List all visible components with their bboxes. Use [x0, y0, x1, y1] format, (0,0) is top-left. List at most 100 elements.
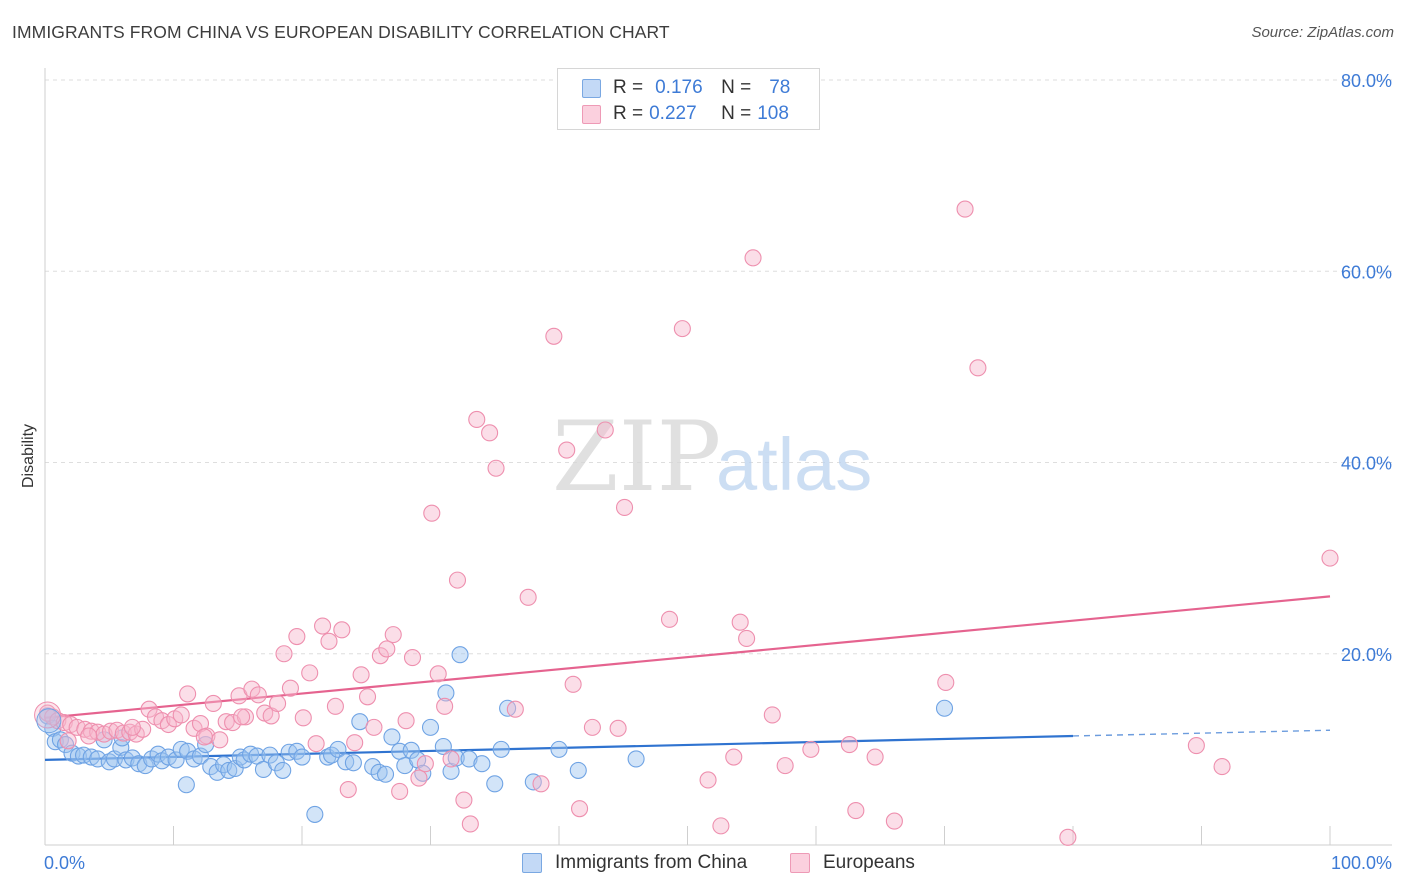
data-points — [34, 200, 1339, 846]
trend-lines — [44, 595, 1331, 761]
data-point-pink — [725, 748, 743, 766]
data-point-pink — [1321, 549, 1339, 567]
data-point-pink — [596, 421, 614, 439]
legend-item-china: Immigrants from China — [522, 852, 747, 874]
data-point-blue — [344, 754, 362, 772]
data-point-blue — [447, 749, 465, 767]
legend-row-blue: R = 0.176 N = 78 — [582, 76, 790, 100]
data-point-blue — [442, 762, 460, 780]
data-point-pink — [114, 724, 132, 742]
data-point-blue — [402, 741, 420, 759]
data-point-pink — [673, 320, 691, 338]
data-point-blue — [130, 755, 148, 773]
data-point-pink — [802, 740, 820, 758]
legend-n-label: N = — [721, 77, 752, 98]
data-point-pink — [294, 709, 312, 727]
data-point-pink — [731, 613, 749, 631]
data-point-pink — [391, 782, 409, 801]
data-point-pink — [436, 697, 454, 715]
data-point-blue — [935, 699, 954, 717]
data-point-pink — [583, 718, 601, 736]
data-point-blue — [376, 765, 395, 783]
legend-label-europeans: Europeans — [823, 852, 915, 873]
data-point-pink — [461, 815, 479, 833]
data-point-blue — [451, 646, 469, 664]
y-tick-label: 80.0% — [1341, 71, 1392, 91]
legend-swatch-pink — [790, 853, 810, 873]
data-point-pink — [660, 610, 679, 628]
data-point-pink — [134, 720, 152, 738]
data-point-blue — [473, 755, 491, 773]
data-point-pink — [121, 723, 139, 741]
data-point-pink — [358, 688, 377, 706]
x-tick-label: 0.0% — [44, 853, 85, 873]
legend-r-value: 0.227 — [649, 103, 697, 124]
data-point-blue — [460, 750, 478, 768]
legend-label-china: Immigrants from China — [555, 852, 748, 873]
data-point-blue — [172, 740, 190, 758]
data-point-pink — [448, 571, 467, 589]
data-point-blue — [136, 757, 154, 775]
data-point-pink — [384, 626, 402, 644]
data-point-blue — [434, 737, 452, 756]
data-point-pink — [59, 732, 77, 750]
data-point-pink — [101, 722, 120, 740]
data-point-pink — [371, 647, 389, 665]
data-point-pink — [281, 679, 299, 697]
data-point-blue — [242, 745, 260, 763]
data-point-pink — [80, 727, 98, 745]
data-point-pink — [195, 728, 213, 746]
data-point-pink — [615, 498, 634, 516]
data-point-pink — [397, 712, 415, 730]
legend-r-value: 0.176 — [655, 77, 703, 98]
data-point-pink — [1059, 828, 1077, 846]
data-point-blue — [220, 761, 238, 779]
data-point-pink — [532, 775, 550, 793]
data-point-pink — [1213, 758, 1231, 776]
data-point-pink — [403, 649, 422, 667]
legend-n-value: 78 — [769, 77, 791, 98]
legend-r-label: R = — [613, 103, 644, 124]
data-point-pink — [89, 723, 107, 741]
correlation-legend: R = 0.176 N = 78 R = 0.227 N = 108 — [557, 68, 820, 130]
data-point-pink — [333, 621, 351, 639]
data-point-pink — [339, 780, 357, 799]
data-point-pink — [233, 708, 251, 726]
data-point-pink — [847, 802, 865, 820]
data-point-blue — [274, 761, 292, 779]
data-point-pink — [866, 748, 884, 766]
data-point-blue — [370, 763, 388, 781]
data-point-pink — [288, 627, 306, 646]
data-point-pink — [429, 665, 447, 683]
source-label: Source: ZipAtlas.com — [1251, 24, 1394, 41]
data-point-pink — [301, 664, 319, 682]
data-point-pink — [609, 719, 627, 737]
data-point-pink — [564, 675, 582, 693]
data-point-pink — [571, 800, 589, 818]
x-tick-label: 100.0% — [1331, 853, 1392, 873]
data-point-pink — [519, 588, 537, 606]
tick-labels: 20.0% 40.0% 60.0% 80.0% 0.0% 100.0% — [44, 71, 1392, 873]
data-point-blue — [550, 740, 568, 758]
data-point-blue — [36, 708, 62, 734]
data-point-pink — [776, 757, 794, 775]
data-point-pink — [487, 459, 505, 477]
legend-swatch-blue — [522, 853, 542, 873]
axes — [44, 68, 1392, 846]
data-point-blue — [69, 747, 87, 765]
grid — [45, 79, 1392, 655]
data-point-blue — [123, 749, 141, 767]
data-point-blue — [437, 684, 455, 702]
data-point-pink — [763, 706, 781, 724]
data-point-pink — [172, 706, 190, 724]
series-legend: Immigrants from China Europeans — [0, 852, 1406, 878]
data-point-blue — [202, 758, 220, 776]
data-point-pink — [82, 722, 100, 740]
y-tick-label: 20.0% — [1341, 645, 1392, 665]
data-point-blue — [492, 740, 510, 758]
data-point-pink — [269, 694, 287, 713]
data-point-blue — [364, 758, 382, 776]
data-point-blue — [627, 750, 645, 768]
data-point-pink — [956, 200, 974, 218]
